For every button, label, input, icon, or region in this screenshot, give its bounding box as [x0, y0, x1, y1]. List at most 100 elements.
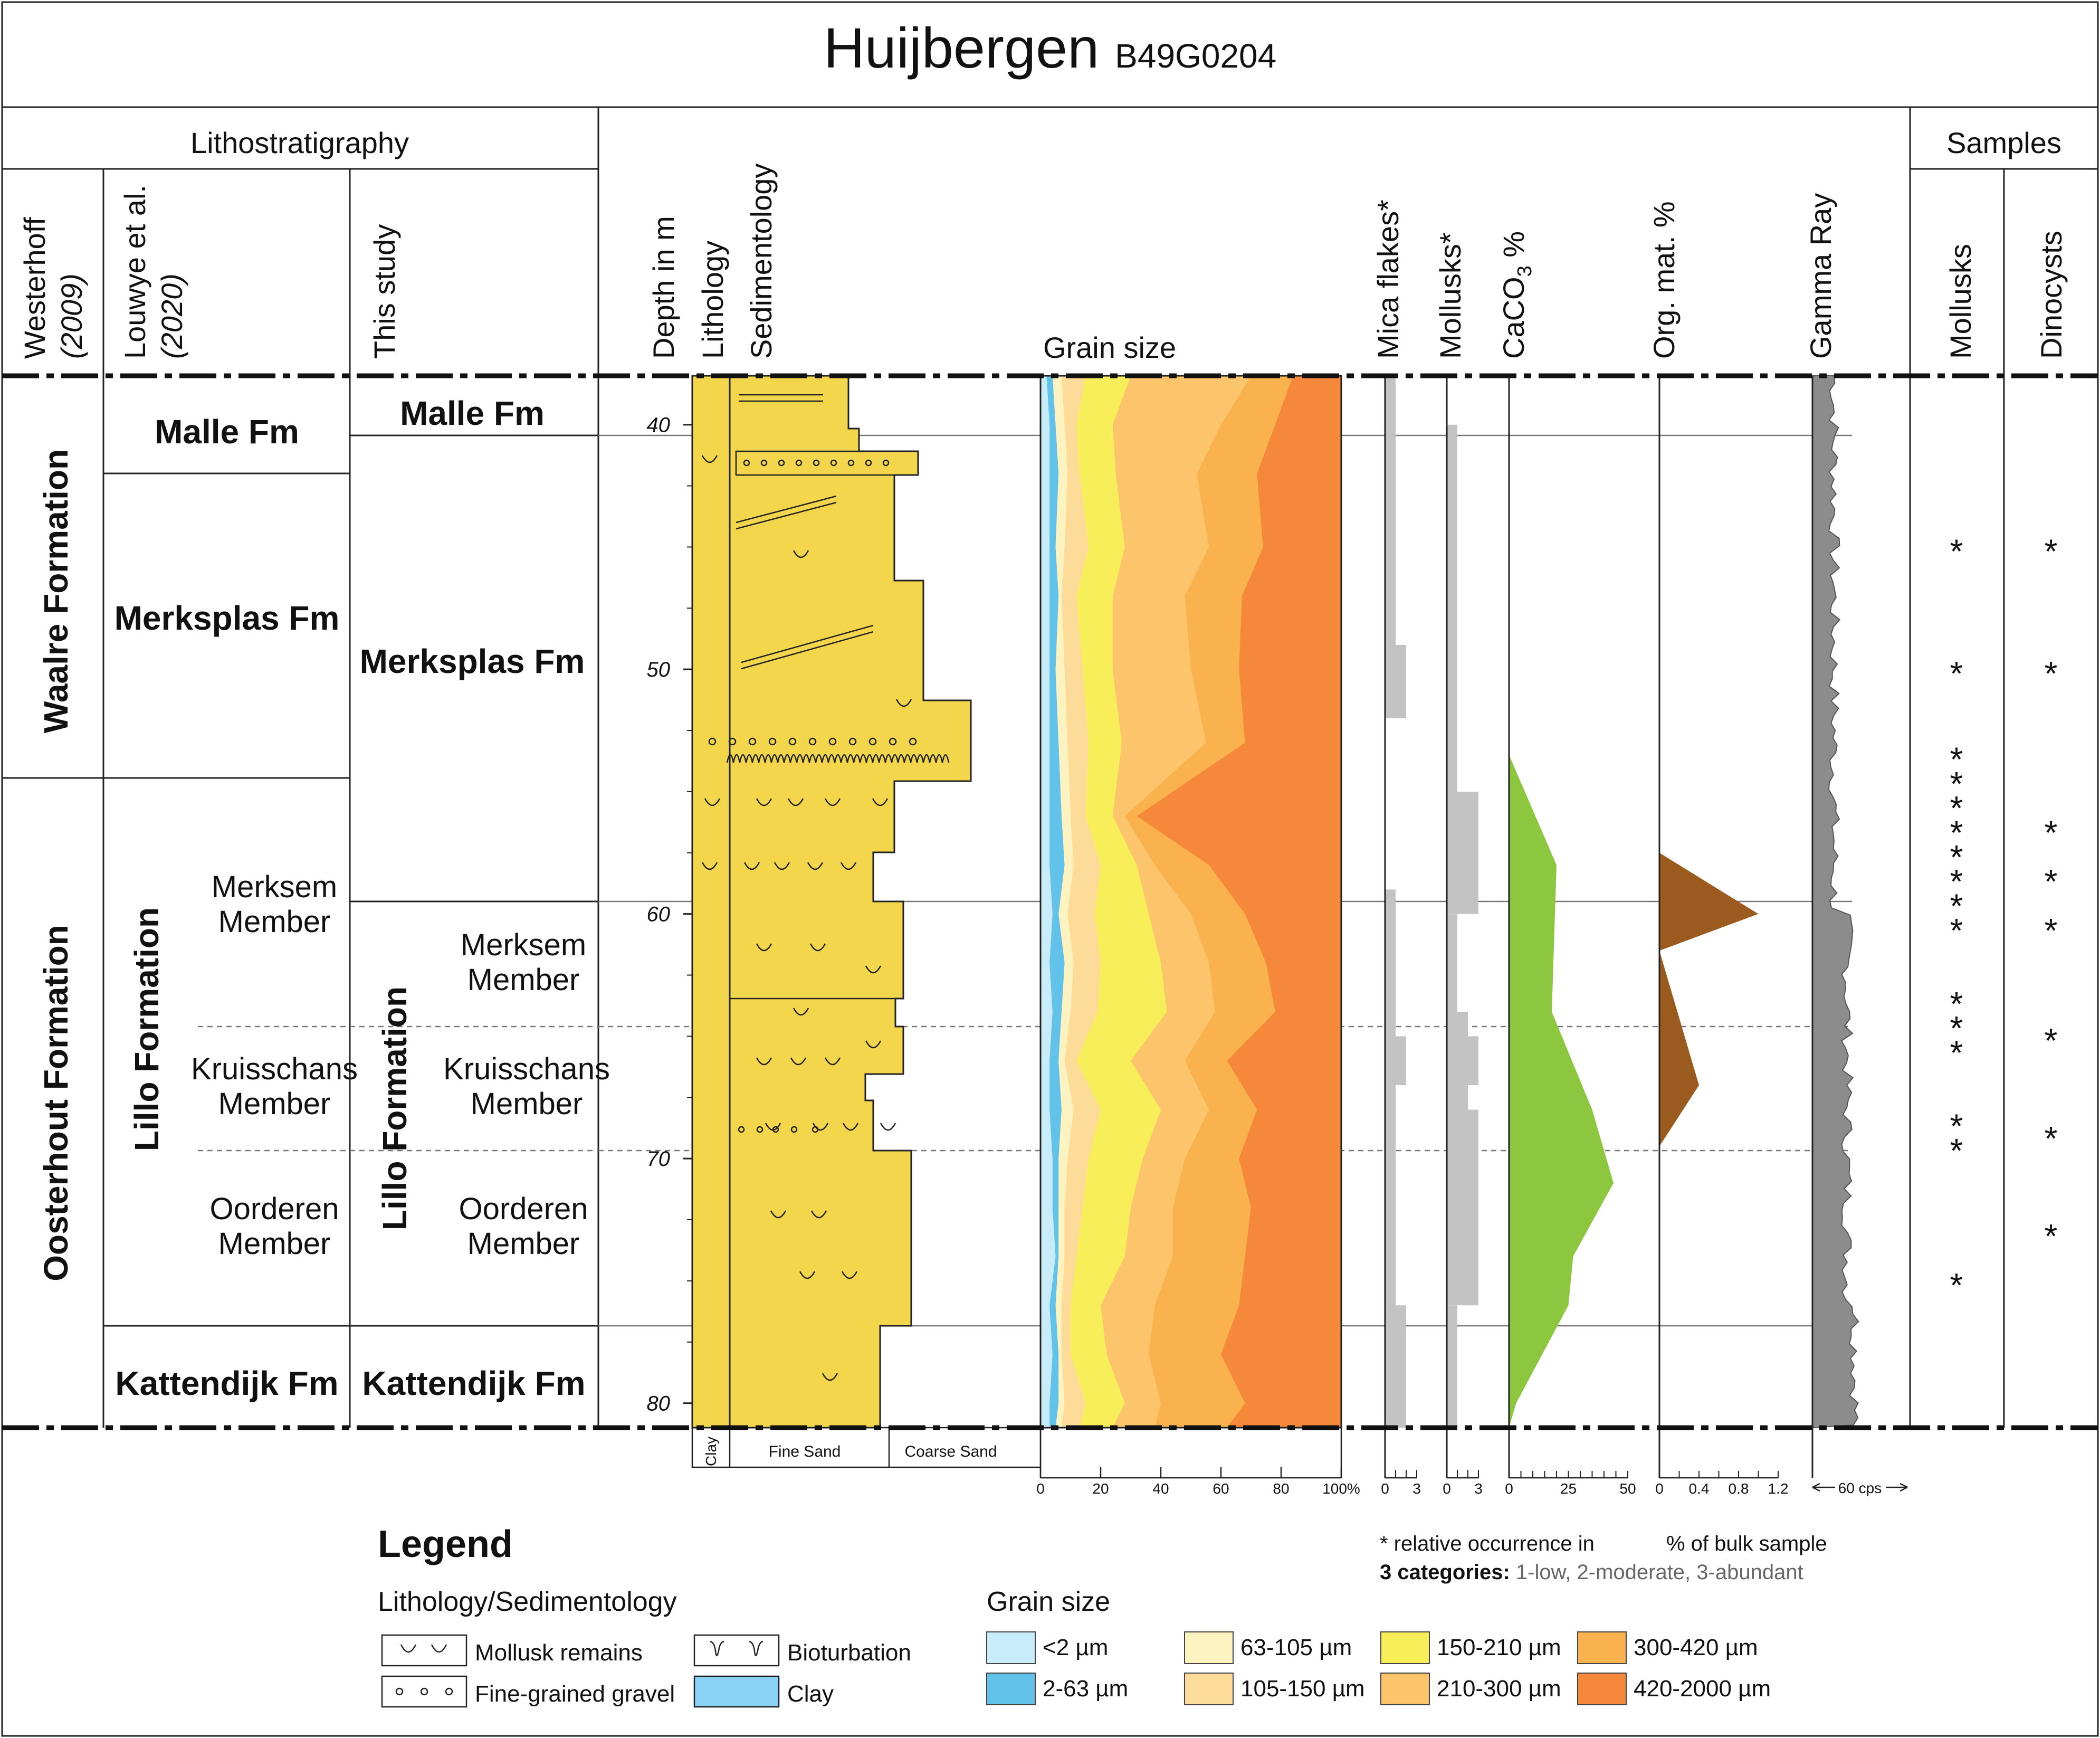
mollusk-sample-marker: * — [1950, 740, 1963, 778]
legend-bioturbation-swatch — [693, 1634, 780, 1667]
legend-mollusk: Mollusk remains — [475, 1640, 643, 1666]
mollusk-sample-marker: * — [1950, 654, 1963, 692]
louwye-kruisschans: Kruisschans Member — [191, 1052, 358, 1121]
gamma-area — [1812, 375, 1859, 1429]
mollusk-symbol — [701, 455, 718, 463]
gravel-symbol — [790, 1126, 798, 1133]
mollusk-symbol — [756, 1057, 772, 1066]
grain-legend-label: 300-420 µm — [1634, 1635, 1758, 1660]
mollusk-symbol — [704, 798, 721, 806]
mollusk-symbol — [790, 1057, 807, 1066]
mollusk-sample-marker: * — [1950, 765, 1963, 803]
mollusk-symbol — [865, 1040, 882, 1049]
unit-waalre: Waalre Formation — [37, 449, 75, 733]
header-this-study: This study — [368, 224, 401, 359]
gravel-symbol — [808, 737, 817, 746]
mollusk-symbol — [793, 550, 809, 558]
mollusk-symbol — [824, 798, 841, 806]
dashed-boundaries — [198, 1025, 1852, 1152]
mollusk-symbol — [810, 1210, 827, 1219]
louwye-malle: Malle Fm — [155, 413, 299, 451]
depth-tick-label: 70 — [647, 1147, 671, 1171]
axis-label: 3 — [1474, 1480, 1483, 1497]
grain-size-area — [1041, 376, 1056, 1428]
header-lithostratigraphy: Lithostratigraphy — [190, 126, 409, 159]
caco3-area — [1509, 755, 1614, 1428]
grain-legend-swatch — [1184, 1673, 1234, 1705]
mollusk-symbol — [774, 862, 790, 870]
dinocyst-sample-marker: * — [2045, 654, 2058, 692]
mollusk-symbol — [895, 699, 912, 707]
mollusk-symbol — [822, 1373, 838, 1381]
grain-legend-label: 150-210 µm — [1437, 1635, 1561, 1660]
mollusk-sample-marker: * — [1950, 838, 1963, 876]
dinocyst-sample-marker: * — [2045, 813, 2058, 851]
louwye-merksplas: Merksplas Fm — [114, 599, 340, 637]
study-kattendijk: Kattendijk Fm — [362, 1364, 585, 1402]
samples: ************************ — [1950, 532, 2058, 1304]
unit-oosterhout: Oosterhout Formation — [37, 925, 75, 1281]
header-westerhoff: Westerhoff — [18, 217, 51, 359]
gravel-symbol — [865, 459, 872, 467]
category-bar — [1447, 1085, 1468, 1110]
mollusk-symbol — [756, 798, 772, 806]
header-louwye-year: (2020) — [155, 273, 188, 359]
depth-tick-label: 80 — [647, 1392, 671, 1416]
mollusk-symbol — [701, 862, 718, 870]
gravel-symbol — [813, 459, 820, 467]
axis-label: 3 — [1412, 1480, 1421, 1497]
header-orgmat: Org. mat. % — [1647, 201, 1681, 359]
gravel-symbol — [909, 737, 917, 746]
grain-legend-swatch — [1380, 1673, 1430, 1705]
grain-legend-swatch — [986, 1673, 1036, 1705]
mollusk-sample-marker: * — [1950, 1266, 1963, 1304]
gravel-symbol — [708, 737, 717, 746]
gravel-symbol — [738, 1126, 745, 1133]
grain-legend-label: 420-2000 µm — [1634, 1676, 1771, 1702]
header-lithology: Lithology — [696, 241, 729, 359]
grain-axis-label: 80 — [1273, 1480, 1289, 1497]
grain-axis-label: 0 — [1036, 1480, 1045, 1497]
legend-title: Legend — [378, 1523, 513, 1565]
mollusk-symbol — [840, 862, 857, 870]
gravel-symbol — [889, 737, 897, 746]
legend-gravel-swatch — [381, 1675, 467, 1708]
category-bar — [1385, 376, 1396, 718]
gravel-symbol — [795, 459, 803, 467]
mollusk-sample-marker: * — [1950, 887, 1963, 925]
legend-clay: Clay — [787, 1681, 834, 1707]
scale-fine-sand: Fine Sand — [769, 1443, 841, 1460]
category-bar — [1385, 1036, 1406, 1086]
mollusk-symbol — [743, 862, 760, 870]
mollusk-symbol — [793, 1008, 809, 1016]
gamma-axis-label: 60 cps — [1838, 1480, 1882, 1496]
category-bar — [1447, 791, 1478, 914]
category-bar — [1385, 644, 1406, 718]
gravel-symbol — [728, 737, 737, 746]
mollusk-sample-marker: * — [1950, 985, 1963, 1023]
study-merksem: Merksem Member — [461, 928, 586, 997]
dinocyst-sample-marker: * — [2045, 1021, 2058, 1059]
gamma-chart: 60 cps — [1811, 375, 1908, 1497]
dinocyst-sample-marker: * — [2045, 1119, 2058, 1157]
grain-axis-label: 100% — [1322, 1480, 1360, 1497]
mollusk-sample-marker: * — [1950, 1132, 1963, 1170]
header-mollusks-sample: Mollusks — [1944, 244, 1977, 359]
louwye-lillo: Lillo Formation — [128, 907, 166, 1151]
gravel-symbol — [743, 459, 750, 467]
thick-dashdot-lines — [2, 373, 2098, 1430]
scale-clay: Clay — [703, 1437, 719, 1466]
grain-legend-swatch — [1380, 1631, 1430, 1664]
gravel-symbol — [848, 737, 857, 746]
gravel-symbol — [828, 737, 837, 746]
grain-legend-label: <2 µm — [1043, 1635, 1108, 1660]
header-depth: Depth in m — [647, 216, 680, 359]
mollusk-symbol — [807, 862, 824, 870]
depth-tick-label: 60 — [647, 903, 671, 926]
note-bulk: % of bulk sample — [1666, 1532, 1827, 1555]
grain-axis-label: 40 — [1152, 1480, 1169, 1497]
grain-axis-label: 20 — [1092, 1480, 1109, 1497]
header-louwye: Louwye et al. — [118, 185, 151, 359]
